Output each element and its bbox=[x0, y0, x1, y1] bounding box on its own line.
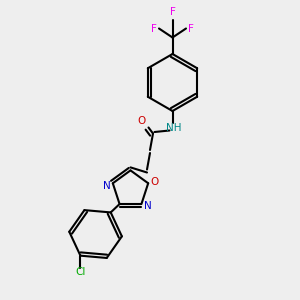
Text: F: F bbox=[151, 23, 157, 34]
Text: NH: NH bbox=[166, 123, 182, 134]
Text: F: F bbox=[188, 23, 194, 34]
Text: O: O bbox=[138, 116, 146, 126]
Text: Cl: Cl bbox=[75, 267, 85, 277]
Text: N: N bbox=[103, 181, 111, 191]
Text: N: N bbox=[144, 201, 151, 212]
Text: O: O bbox=[151, 177, 159, 187]
Text: F: F bbox=[169, 7, 175, 17]
